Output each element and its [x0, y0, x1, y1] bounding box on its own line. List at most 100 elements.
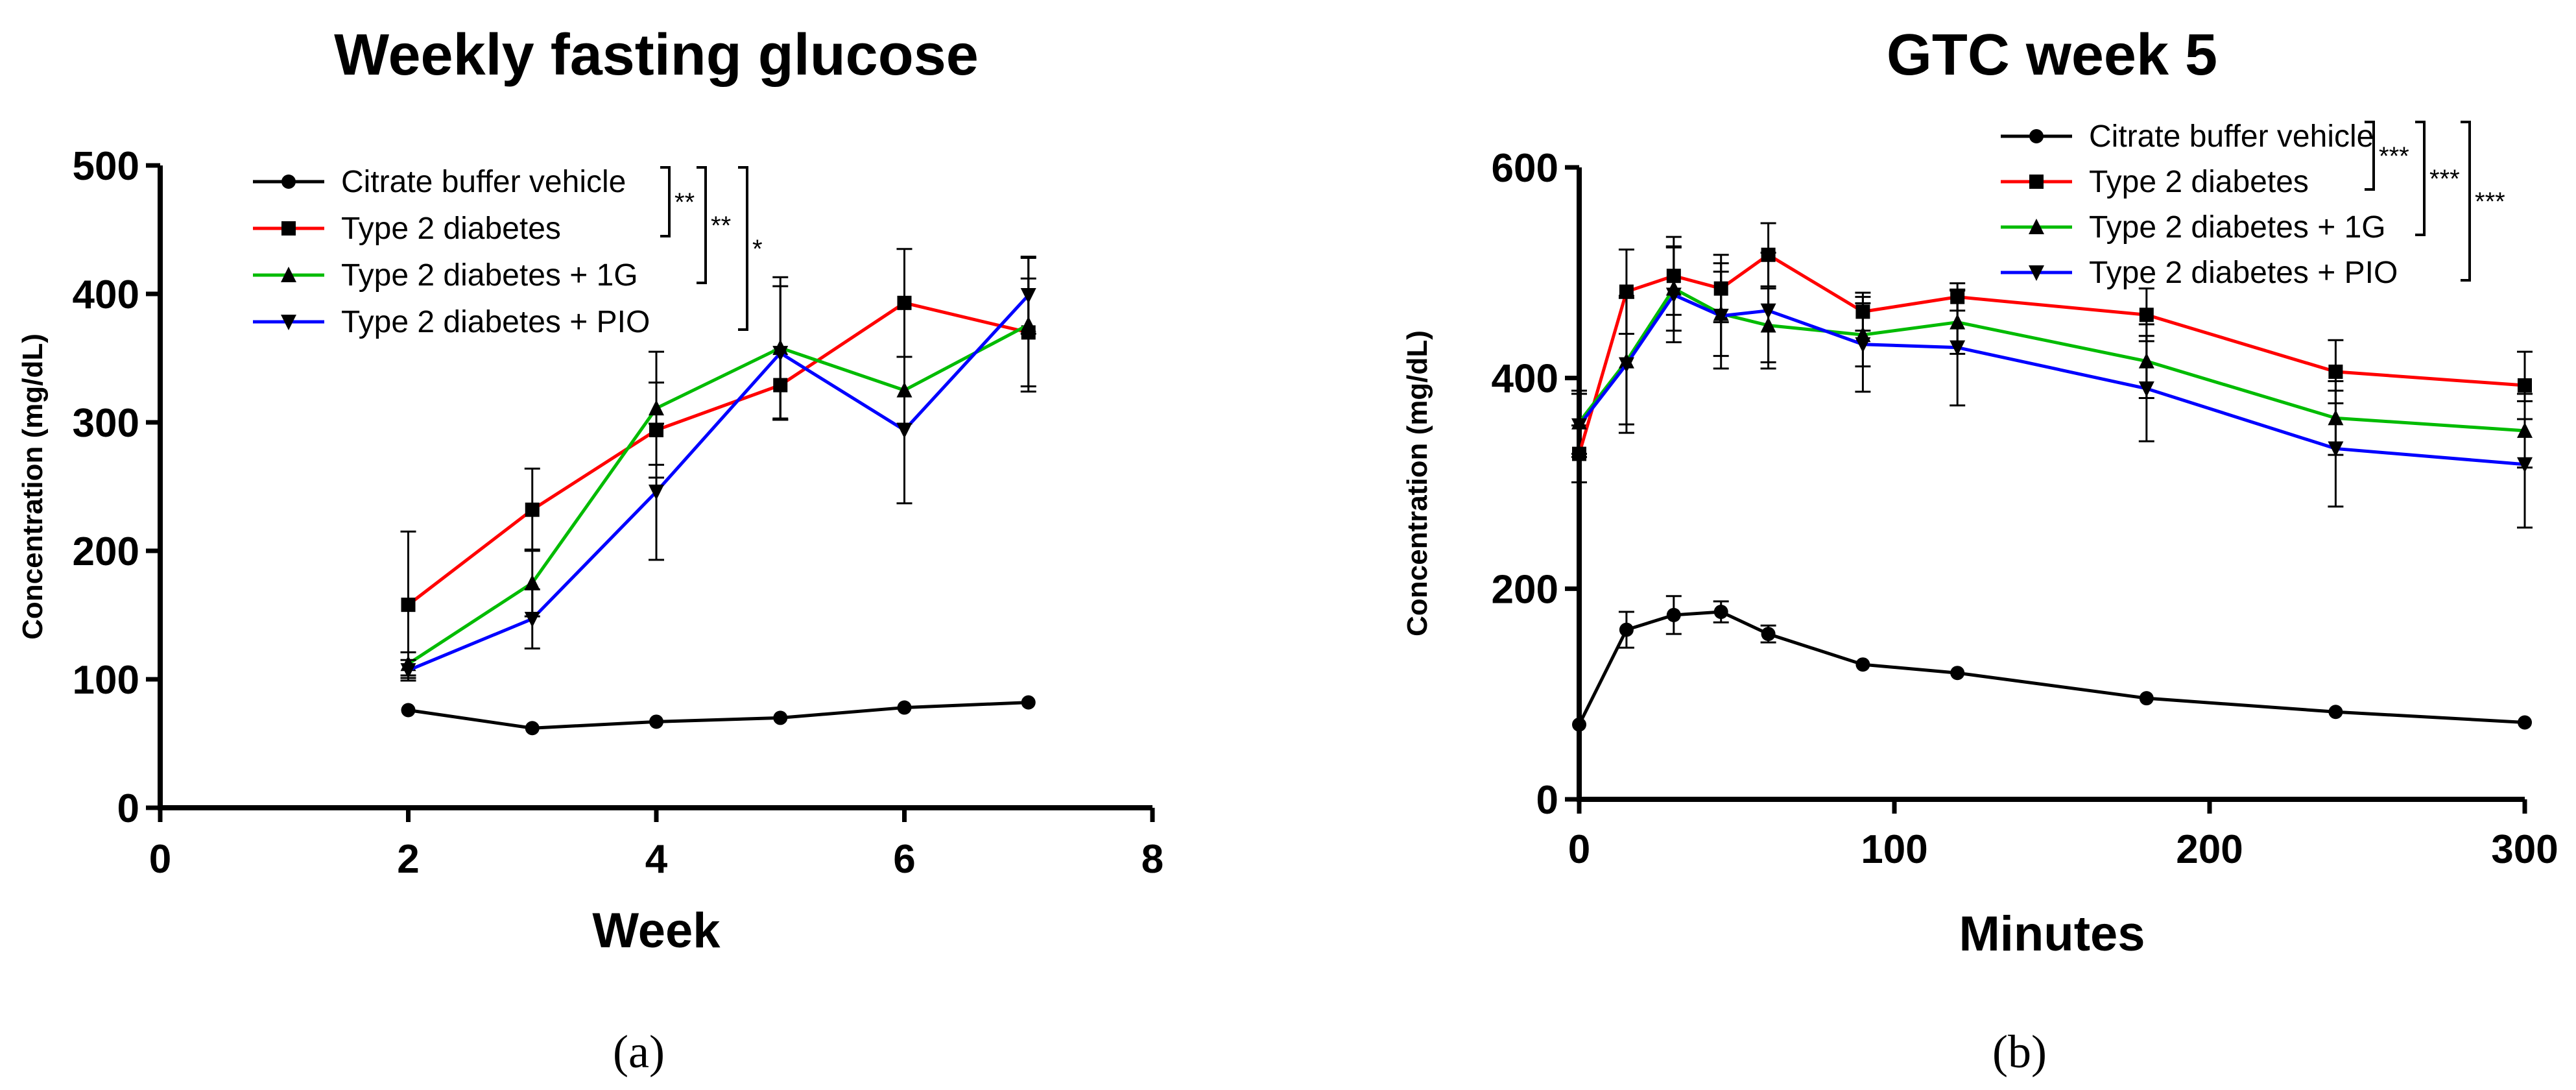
x-tick-label: 100 — [1861, 827, 1927, 872]
x-tick-label: 2 — [397, 837, 419, 882]
data-point — [896, 422, 912, 439]
significance-label: *** — [2429, 165, 2460, 193]
x-axis-label: Minutes — [1959, 906, 2145, 962]
significance-bracket — [697, 166, 707, 284]
data-point — [401, 598, 416, 612]
series-line — [1577, 610, 2525, 725]
y-tick-label: 200 — [73, 529, 139, 574]
legend-label: Type 2 diabetes + PIO — [341, 305, 650, 339]
significance-bracket — [738, 166, 748, 331]
data-point — [773, 710, 788, 725]
significance-bracket — [2415, 121, 2426, 236]
legend-marker — [281, 221, 296, 236]
data-point — [1855, 337, 1871, 353]
significance-label: *** — [2475, 188, 2505, 216]
significance-bracket — [2365, 121, 2375, 191]
series-line — [1578, 293, 2525, 466]
y-tick-label: 200 — [1492, 567, 1558, 612]
y-tick-label: 0 — [1536, 778, 1558, 823]
panel-caption: (b) — [1992, 1026, 2047, 1078]
legend-marker — [2029, 265, 2044, 281]
chart-title: Weekly fasting glucose — [334, 23, 979, 88]
data-point — [772, 346, 789, 362]
y-tick-label: 500 — [73, 144, 139, 189]
significance-label: * — [752, 235, 763, 263]
significance-bracket — [2461, 121, 2471, 282]
legend-label: Type 2 diabetes + 1G — [341, 258, 638, 293]
x-tick-label: 0 — [1568, 827, 1590, 872]
data-point — [897, 700, 912, 715]
data-point — [2328, 441, 2344, 457]
significance-bracket — [660, 166, 671, 237]
legend-marker — [281, 315, 296, 330]
significance-brackets: ***** — [660, 166, 763, 331]
data-point — [1713, 308, 1729, 324]
series-line — [408, 701, 1029, 730]
data-point — [2518, 378, 2532, 393]
legend-label: Type 2 diabetes + PIO — [2089, 256, 2398, 290]
y-tick-label: 300 — [73, 401, 139, 446]
legend-label: Citrate buffer vehicle — [341, 165, 626, 199]
y-tick-label: 0 — [117, 786, 139, 831]
series-line — [1577, 252, 2525, 455]
data-point — [524, 611, 540, 627]
series-line — [407, 301, 1029, 607]
significance-label: *** — [2379, 142, 2409, 171]
data-point — [1619, 622, 1634, 637]
x-tick-label: 4 — [645, 837, 668, 882]
y-tick-label: 600 — [1492, 146, 1558, 191]
y-tick-label: 100 — [73, 658, 139, 703]
legend-marker — [2029, 219, 2044, 234]
legend-label: Citrate buffer vehicle — [2089, 119, 2374, 154]
data-point — [1761, 627, 1776, 642]
data-point — [2139, 308, 2154, 322]
data-point — [1855, 657, 1870, 672]
data-point — [1950, 666, 1965, 681]
significance-label: ** — [674, 188, 695, 217]
legend: Citrate buffer vehicle Type 2 diabetes Typ… — [2001, 119, 2398, 290]
data-point — [2139, 691, 2154, 706]
data-point — [2328, 705, 2343, 720]
data-point — [649, 714, 663, 729]
legend: Citrate buffer vehicle Type 2 diabetes Typ… — [253, 165, 650, 339]
data-point — [1618, 357, 1634, 373]
y-tick-label: 400 — [1492, 357, 1558, 402]
legend-label: Type 2 diabetes + 1G — [2089, 210, 2386, 245]
chart-title: GTC week 5 — [1887, 23, 2217, 88]
series-line — [407, 294, 1030, 672]
data-point — [2138, 381, 2154, 397]
data-point — [525, 721, 540, 736]
x-axis-label: Week — [592, 903, 721, 958]
y-axis-label: Concentration (mg/dL) — [1401, 330, 1433, 636]
data-point — [1950, 340, 1966, 356]
data-point — [2518, 715, 2532, 730]
legend-marker — [281, 175, 296, 189]
data-point — [1665, 287, 1682, 304]
x-tick-label: 300 — [2491, 827, 2558, 872]
data-point — [1666, 607, 1681, 622]
data-point — [897, 295, 912, 310]
data-point — [1571, 418, 1587, 434]
significance-brackets: *** *** *** — [2365, 121, 2505, 282]
series-citrate-buffer-vehicle — [401, 695, 1036, 736]
x-tick-label: 8 — [1141, 837, 1163, 882]
data-point — [1760, 303, 1776, 319]
legend-marker — [2029, 129, 2044, 143]
data-point — [649, 400, 664, 416]
y-axis-label: Concentration (mg/dL) — [17, 333, 49, 640]
series-citrate-buffer-vehicle — [1572, 595, 2532, 732]
data-point — [2517, 457, 2533, 473]
data-point — [1572, 717, 1586, 732]
x-tick-label: 6 — [893, 837, 915, 882]
x-tick-label: 200 — [2176, 827, 2243, 872]
data-point — [525, 502, 540, 517]
x-tick-label: 0 — [149, 837, 171, 882]
data-point — [524, 574, 540, 590]
series-line — [1578, 286, 2525, 433]
y-tick-label: 400 — [73, 272, 139, 317]
data-point — [1020, 287, 1036, 304]
series-type-2-diabetes-pio — [1571, 246, 2533, 529]
legend-marker — [281, 267, 296, 282]
data-point — [1713, 605, 1728, 620]
data-point — [2328, 364, 2343, 379]
